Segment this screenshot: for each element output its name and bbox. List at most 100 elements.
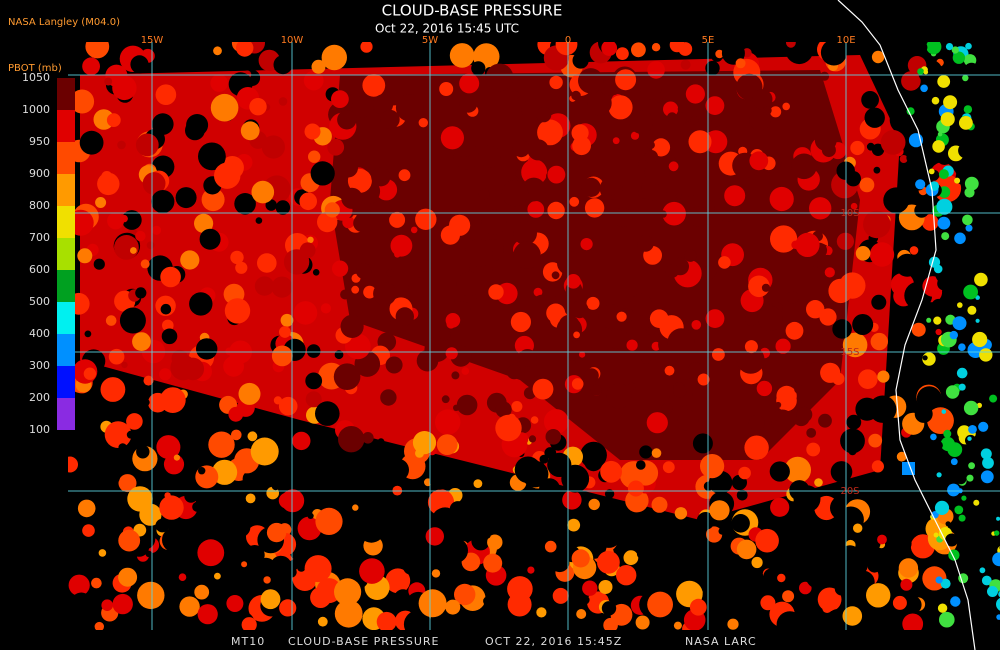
cloud-cell: [130, 55, 149, 74]
cloud-cell: [896, 326, 911, 341]
cloud-cell: [644, 150, 658, 164]
cloud-cell: [510, 311, 531, 333]
cloud-cell: [77, 248, 93, 264]
cloud-cell: [449, 43, 475, 68]
cloud-cell: [537, 510, 553, 525]
cloud-cell: [903, 595, 922, 615]
land-cloud: [954, 505, 964, 515]
cloud-cell: [537, 119, 563, 146]
cloud-cell: [174, 570, 195, 592]
cloud-cell: [251, 180, 275, 204]
cloud-cell: [601, 176, 621, 196]
cloud-cell: [806, 428, 817, 438]
land-cloud: [928, 256, 941, 268]
land-cloud: [932, 140, 945, 153]
cloud-cell: [181, 357, 205, 381]
cloud-cell: [140, 567, 155, 581]
cloud-cell: [874, 42, 891, 52]
cloud-cell: [902, 613, 924, 630]
cloud-cell: [662, 461, 675, 474]
land-cloud: [966, 474, 974, 482]
cloud-cell: [118, 567, 138, 587]
cloud-cell: [749, 151, 769, 171]
cloud-cell: [247, 431, 258, 442]
cloud-cell: [675, 193, 682, 200]
cloud-cell: [646, 326, 656, 336]
cloud-cell: [864, 107, 885, 128]
cloud-cell: [777, 536, 787, 546]
cloud-cell: [126, 413, 143, 430]
cloud-cell: [528, 435, 537, 443]
land-cloud: [968, 425, 977, 434]
cloud-cell: [543, 409, 569, 434]
cloud-cell: [305, 391, 322, 408]
cloud-cell: [639, 445, 653, 459]
cloud-cell: [305, 372, 323, 390]
cloud-cell: [77, 499, 96, 518]
cloud-cell: [403, 610, 432, 630]
cloud-cell: [738, 606, 749, 616]
cloud-cell: [547, 165, 566, 184]
cloud-cell: [373, 282, 397, 306]
cloud-cell: [909, 496, 935, 523]
cloud-cell: [530, 416, 539, 424]
land-cloud: [966, 530, 973, 538]
legend-label: 700: [29, 231, 50, 244]
cloud-cell: [107, 381, 121, 396]
cloud-cell: [415, 208, 437, 230]
cloud-cell: [806, 300, 825, 319]
cloud-cell: [127, 486, 153, 512]
cloud-cell: [911, 322, 926, 337]
cloud-cell: [408, 277, 429, 298]
land-cloud: [941, 409, 947, 414]
footer: MT10 CLOUD-BASE PRESSURE OCT 22, 2016 15:4…: [231, 635, 756, 648]
cloud-cell: [338, 157, 359, 178]
cloud-cell: [584, 452, 603, 472]
cloud-cell: [214, 162, 241, 189]
land-cloud: [954, 177, 961, 184]
cloud-cell: [935, 328, 942, 336]
cloud-cell: [179, 596, 200, 617]
land-cloud: [920, 84, 928, 93]
legend-swatch: [57, 110, 75, 142]
cloud-cell: [236, 42, 254, 57]
cloud-cell: [627, 480, 644, 497]
cloud-cell: [532, 294, 551, 313]
cloud-cell: [331, 90, 349, 108]
cloud-cell: [853, 523, 863, 533]
cloud-cell: [884, 616, 895, 627]
legend-label: 400: [29, 327, 50, 340]
cloud-cell: [641, 355, 651, 365]
cloud-cell: [307, 512, 314, 520]
cloud-cell: [495, 414, 522, 442]
cloud-cell: [198, 142, 226, 171]
land-cloud: [923, 69, 929, 75]
cloud-cell: [927, 407, 954, 434]
cloud-cell: [647, 591, 673, 618]
cloud-cell: [75, 558, 89, 572]
cloud-cell: [371, 167, 391, 187]
land-cloud: [926, 317, 932, 323]
cloud-cell: [334, 578, 362, 606]
cloud-cell: [536, 107, 552, 123]
cloud-cell: [712, 348, 725, 361]
cloud-cell: [859, 177, 875, 193]
land-cloud: [945, 43, 954, 51]
cloud-cell: [696, 512, 715, 530]
land-cloud: [978, 421, 989, 432]
cloud-cell: [536, 607, 547, 618]
cloud-cell: [270, 555, 292, 577]
cloud-cell: [210, 74, 228, 92]
cloud-cell: [740, 215, 747, 222]
cloud-cell: [751, 556, 763, 569]
cloud-cell: [551, 505, 567, 521]
cloud-cell: [108, 348, 125, 365]
land-cloud: [947, 483, 960, 497]
cloud-cell: [352, 504, 359, 511]
title: CLOUD-BASE PRESSURE: [382, 2, 563, 20]
land-cloud: [964, 176, 979, 191]
cloud-cell: [840, 545, 860, 566]
cloud-cell: [104, 421, 132, 448]
land-cloud: [936, 472, 942, 478]
cloud-cell: [601, 507, 615, 521]
